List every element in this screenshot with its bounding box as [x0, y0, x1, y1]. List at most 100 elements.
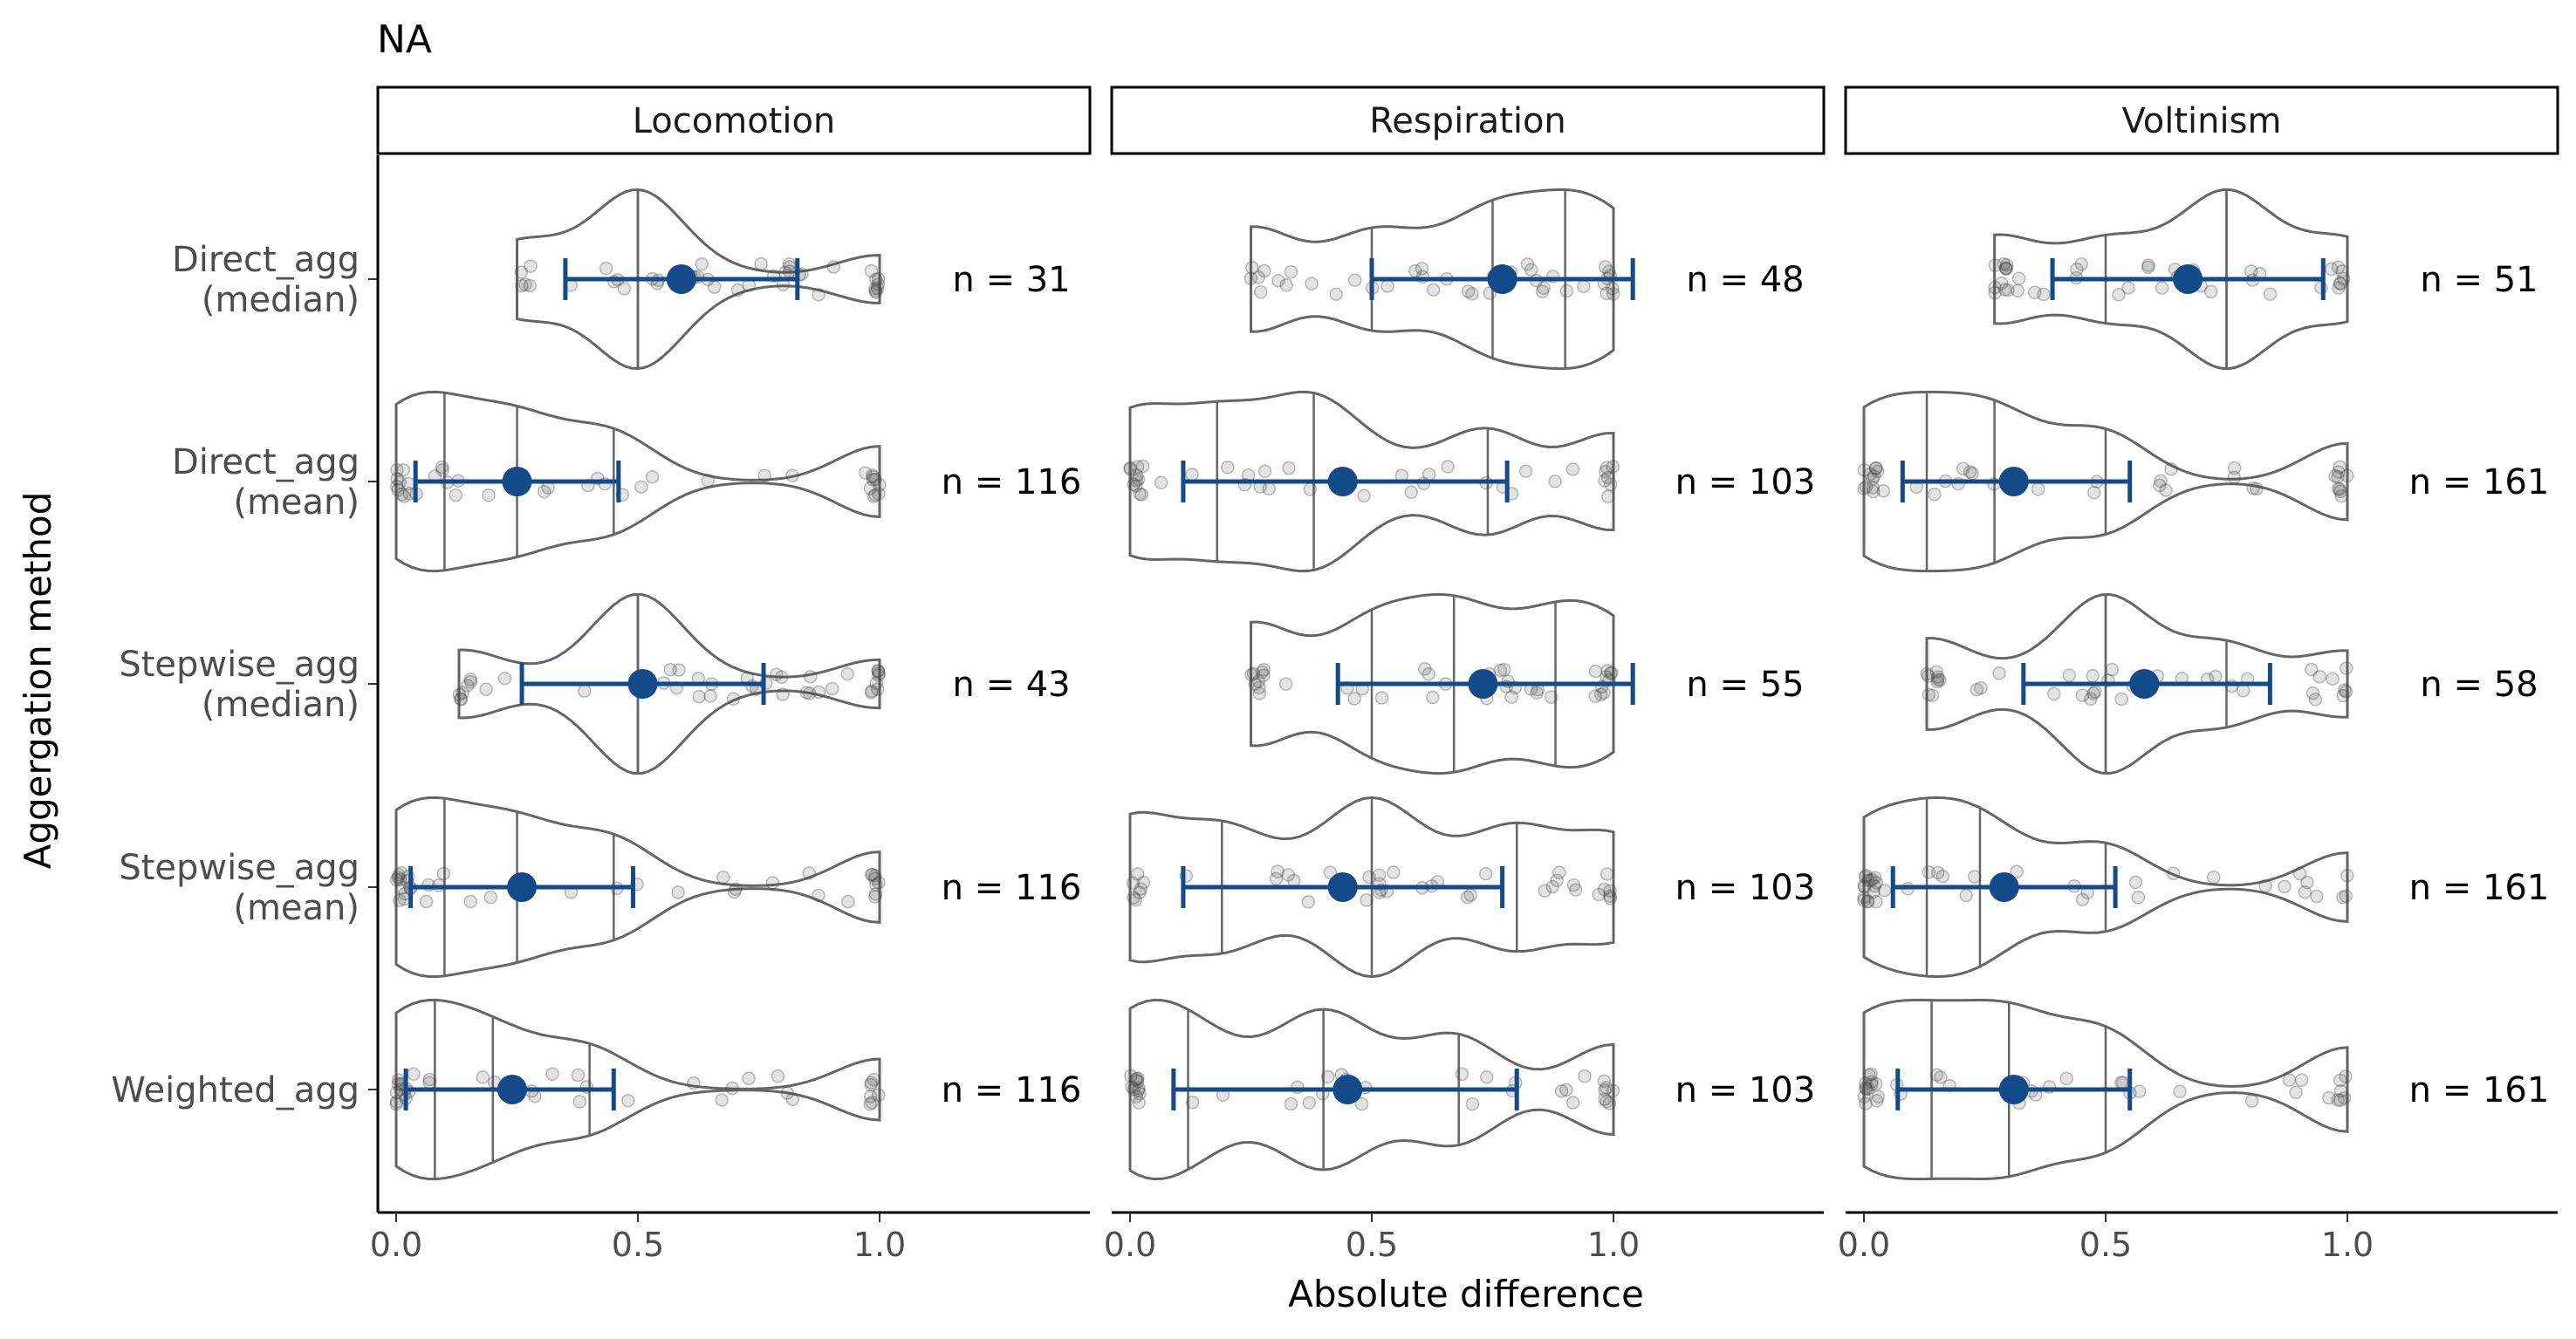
- violin-shape: [1993, 188, 2349, 371]
- data-point: [871, 664, 886, 678]
- data-point: [687, 1076, 701, 1090]
- data-point: [1426, 690, 1440, 705]
- data-point: [2300, 875, 2314, 890]
- data-point: [2105, 662, 2120, 677]
- data-point: [1544, 690, 1559, 704]
- data-point: [2333, 276, 2347, 290]
- data-point: [545, 1067, 559, 1081]
- data-point: [1859, 1096, 1873, 1110]
- data-point: [390, 462, 404, 477]
- data-point: [1865, 1077, 1879, 1092]
- data-point: [1566, 878, 1581, 892]
- x-tick-label: 1.0: [853, 1226, 906, 1264]
- data-point: [2246, 481, 2260, 495]
- data-point: [2075, 688, 2090, 702]
- data-point: [2250, 482, 2264, 496]
- data-point: [394, 488, 409, 502]
- data-point: [2070, 263, 2084, 277]
- data-point: [1606, 460, 1620, 474]
- data-point: [1284, 1096, 1298, 1111]
- data-point: [1864, 1067, 1878, 1082]
- x-axis-title: Absolute difference: [1288, 1273, 1644, 1315]
- data-point: [2305, 662, 2319, 677]
- data-point: [2298, 885, 2312, 899]
- data-point: [742, 1071, 756, 1086]
- data-point: [1131, 472, 1146, 487]
- data-point: [1857, 463, 1872, 477]
- data-point: [1597, 686, 1611, 700]
- data-point: [2031, 482, 2045, 496]
- data-point: [2336, 688, 2350, 703]
- data-point: [1930, 865, 1945, 880]
- data-point: [449, 488, 463, 502]
- data-point: [703, 689, 717, 703]
- data-point: [2209, 669, 2223, 684]
- data-point: [1565, 462, 1580, 476]
- data-point: [1597, 1074, 1612, 1089]
- data-point: [1418, 662, 1432, 676]
- data-point: [1243, 271, 1258, 285]
- data-point: [1869, 895, 1883, 909]
- data-point: [1133, 1086, 1147, 1101]
- data-point: [2336, 890, 2350, 905]
- data-point: [2333, 482, 2347, 496]
- data-point: [780, 1086, 794, 1100]
- data-point: [872, 876, 886, 890]
- data-point: [1124, 1069, 1138, 1083]
- data-point: [621, 1093, 635, 1108]
- data-point: [463, 674, 478, 689]
- data-point: [1999, 257, 2014, 272]
- n-label: n = 116: [942, 462, 1082, 502]
- n-label: n = 55: [1686, 665, 1804, 705]
- data-point: [482, 488, 496, 502]
- mean-point: [1468, 669, 1498, 699]
- data-point: [1550, 873, 1564, 888]
- data-point: [483, 890, 497, 905]
- data-point: [2331, 1093, 2345, 1107]
- data-point: [672, 663, 686, 677]
- data-point: [515, 278, 529, 293]
- data-point: [2333, 460, 2347, 475]
- data-point: [1329, 287, 1343, 302]
- data-point: [1252, 680, 1266, 695]
- data-point: [1959, 888, 1973, 903]
- data-point: [2263, 287, 2278, 301]
- data-point: [1922, 687, 1936, 701]
- data-point: [1858, 880, 1872, 894]
- violin-shape: [394, 390, 881, 573]
- data-point: [868, 284, 882, 298]
- data-point: [2340, 869, 2354, 883]
- data-point: [617, 282, 632, 296]
- data-point: [1968, 870, 1982, 884]
- data-point: [1133, 487, 1147, 502]
- data-point: [1868, 461, 1883, 475]
- data-point: [2001, 283, 2015, 297]
- data-point: [873, 478, 887, 492]
- data-point: [1246, 666, 1261, 681]
- data-point: [1548, 475, 1562, 488]
- data-point: [765, 876, 780, 890]
- data-point: [1461, 284, 1476, 298]
- data-point: [2331, 482, 2346, 496]
- data-point: [1606, 281, 1620, 296]
- data-point: [1253, 285, 1268, 299]
- data-point: [394, 881, 408, 895]
- data-point: [869, 272, 883, 286]
- data-point: [1928, 487, 1942, 502]
- data-point: [858, 466, 873, 480]
- data-point: [2328, 469, 2342, 483]
- x-tick-label: 0.5: [2079, 1226, 2132, 1264]
- data-point: [2337, 1091, 2352, 1105]
- data-point: [1998, 261, 2013, 276]
- mean-point: [1327, 467, 1358, 496]
- data-point: [2308, 693, 2323, 707]
- data-point: [2027, 285, 2042, 300]
- data-point: [1867, 871, 1882, 885]
- data-point: [716, 871, 730, 885]
- data-point: [1362, 870, 1376, 885]
- data-point: [1535, 284, 1550, 298]
- data-point: [785, 1092, 800, 1107]
- data-point: [868, 472, 882, 487]
- data-point: [1857, 890, 1871, 905]
